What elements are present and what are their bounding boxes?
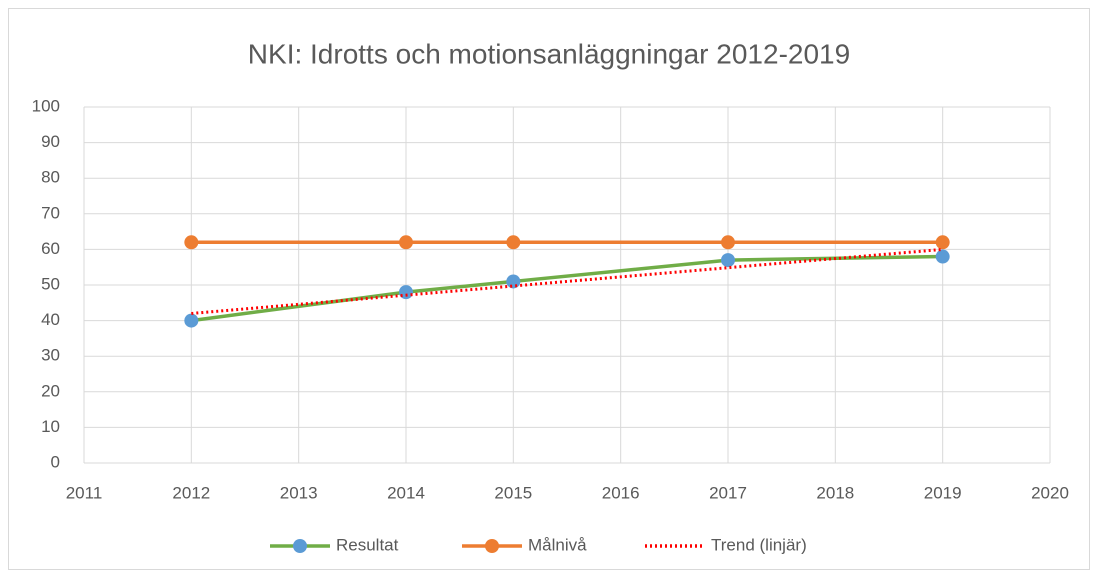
x-tick-label: 2012 xyxy=(172,483,210,502)
marker xyxy=(184,313,199,328)
chart-border xyxy=(8,8,1090,570)
chart-title: NKI: Idrotts och motionsanläggningar 201… xyxy=(248,38,850,69)
marker xyxy=(506,235,521,250)
x-tick-label: 2015 xyxy=(494,483,532,502)
x-tick-label: 2020 xyxy=(1031,483,1069,502)
x-tick-label: 2014 xyxy=(387,483,425,502)
marker xyxy=(721,253,735,268)
x-tick-label: 2016 xyxy=(602,483,640,502)
marker xyxy=(506,274,521,289)
y-tick-label: 100 xyxy=(32,96,60,115)
x-tick-label: 2019 xyxy=(924,483,962,502)
legend-label: Resultat xyxy=(336,535,399,554)
y-tick-label: 30 xyxy=(41,346,60,365)
series-line xyxy=(191,247,943,315)
marker xyxy=(184,235,199,250)
x-tick-label: 2013 xyxy=(280,483,318,502)
marker xyxy=(399,235,413,250)
y-tick-label: 0 xyxy=(51,452,60,471)
y-tick-label: 50 xyxy=(41,274,60,293)
y-tick-label: 10 xyxy=(41,417,60,436)
y-tick-label: 20 xyxy=(41,381,60,400)
y-tick-label: 80 xyxy=(41,168,60,187)
marker xyxy=(935,235,950,250)
y-tick-label: 60 xyxy=(41,239,60,258)
y-tick-label: 70 xyxy=(41,203,60,222)
x-tick-label: 2011 xyxy=(66,483,103,502)
marker xyxy=(935,249,950,264)
legend-marker xyxy=(485,539,499,553)
marker xyxy=(721,235,735,250)
legend-label: Trend (linjär) xyxy=(711,535,807,554)
legend-marker xyxy=(293,539,307,553)
x-tick-label: 2017 xyxy=(709,483,747,502)
y-tick-label: 90 xyxy=(41,132,60,151)
legend-label: Målnivå xyxy=(528,535,587,554)
y-tick-label: 40 xyxy=(41,310,60,329)
x-tick-label: 2018 xyxy=(816,483,854,502)
